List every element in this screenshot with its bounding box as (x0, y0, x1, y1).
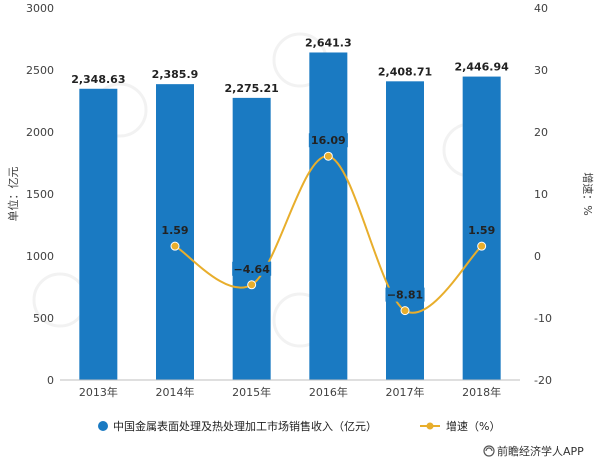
y-axis-left: 0 500 1000 1500 2000 2500 3000 (26, 2, 54, 387)
y-tick-label-right: 0 (534, 250, 541, 263)
bar (309, 52, 348, 381)
y-tick-label-right: -20 (534, 374, 552, 387)
legend-line-label: 增速（%） (446, 419, 500, 433)
y-tick-label-left: 2500 (26, 64, 54, 77)
growth-point (323, 151, 333, 161)
x-tick-label: 2016年 (309, 385, 348, 399)
credit: 前瞻经济学人APP (483, 444, 584, 458)
growth-point (477, 241, 487, 251)
growth-data-label: −4.64 (233, 263, 270, 276)
growth-label-bg (232, 261, 272, 276)
legend-line-marker (426, 422, 434, 430)
credit-text: 前瞻经济学人APP (497, 444, 584, 458)
growth-label-bg (465, 223, 498, 238)
bar-data-label: 2,446.94 (455, 61, 510, 74)
bar-data-label: 2,408.71 (378, 65, 432, 78)
legend: 中国金属表面处理及热处理加工市场销售收入（亿元） 增速（%） (98, 419, 500, 433)
growth-data-label: 1.59 (468, 224, 495, 237)
x-axis: 2013年 2014年 2015年 2016年 2017年 2018年 (60, 379, 520, 399)
bar-data-label: 2,275.21 (225, 82, 279, 95)
y-tick-label-left: 1000 (26, 250, 54, 263)
bar-series: 2,348.63 2,385.9 2,275.21 2,641.3 2,408.71 2,… (71, 36, 510, 381)
bar-data-label: 2,348.63 (71, 73, 125, 86)
growth-point (400, 306, 410, 316)
legend-bar-label: 中国金属表面处理及热处理加工市场销售收入（亿元） (113, 419, 377, 433)
x-tick-label: 2017年 (386, 385, 425, 399)
y-axis-title-left-text: 单位：亿元 (6, 167, 20, 222)
x-tick-label: 2018年 (462, 385, 501, 399)
y-axis-right: -20 -10 0 10 20 30 40 (534, 2, 552, 387)
y-tick-label-right: 20 (534, 126, 548, 139)
bar (386, 81, 424, 381)
y-tick-label-left: 3000 (26, 2, 54, 15)
growth-data-label: 16.09 (311, 134, 346, 147)
y-tick-label-left: 0 (47, 374, 54, 387)
y-tick-label-left: 1500 (26, 188, 54, 201)
y-tick-label-right: 40 (534, 2, 548, 15)
y-axis-title-left: 单位：亿元 (6, 167, 20, 222)
y-axis-title-right-text: 增速：% (581, 172, 595, 215)
growth-label-bg (159, 223, 191, 238)
growth-data-label: −8.81 (387, 289, 423, 302)
growth-data-label: 1.59 (161, 224, 188, 237)
y-tick-label-left: 2000 (26, 126, 54, 139)
growth-line-series: 1.59 −4.64 16.09 −8.81 1.59 (159, 133, 498, 316)
legend-bar-swatch (98, 421, 108, 431)
y-tick-label-right: 30 (534, 64, 548, 77)
bar-data-label: 2,641.3 (305, 36, 352, 49)
y-tick-label-right: 10 (534, 188, 548, 201)
growth-point (247, 280, 257, 290)
growth-label-bg (308, 133, 348, 148)
x-tick-label: 2015年 (232, 385, 271, 399)
bar (232, 97, 271, 380)
growth-label-bg (385, 287, 425, 302)
credit-logo-icon (483, 445, 495, 457)
x-tick-label: 2014年 (156, 385, 195, 399)
bar (79, 88, 118, 380)
y-axis-title-right: 增速：% (581, 172, 595, 215)
x-tick-label: 2013年 (79, 385, 118, 399)
growth-point (170, 241, 180, 251)
bar-data-label: 2,385.9 (152, 68, 199, 81)
y-tick-label-right: -10 (534, 312, 552, 325)
y-tick-label-left: 500 (33, 312, 54, 325)
